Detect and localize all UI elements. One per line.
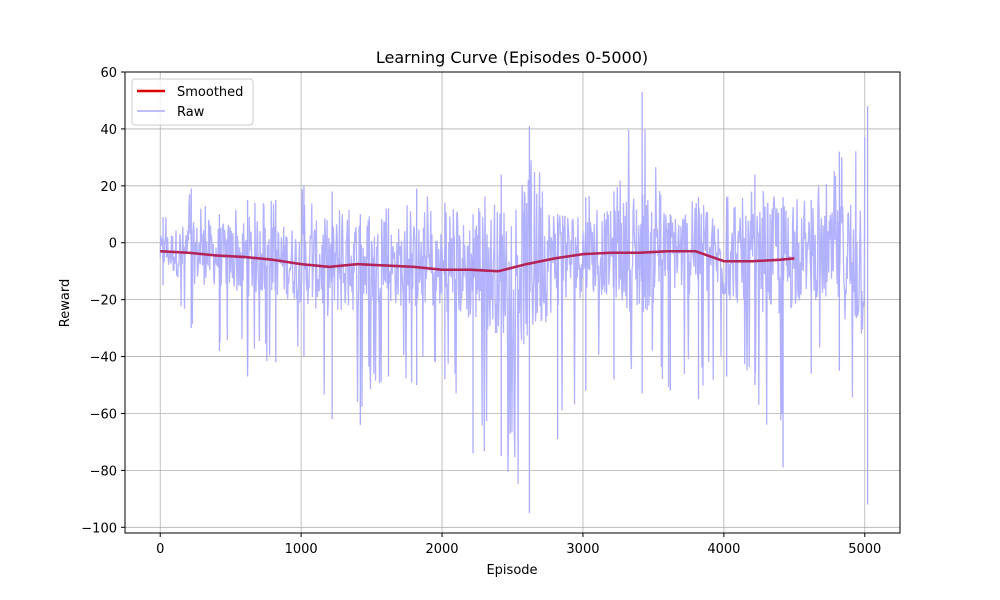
smoothed-series: [160, 250, 795, 273]
x-axis-ticks: 0 1000 2000 3000 4000 5000: [156, 533, 881, 557]
y-tick-label: 20: [100, 180, 117, 195]
y-tick-label: 40: [100, 123, 117, 138]
x-axis-title: Episode: [486, 563, 537, 578]
raw-line: [159, 128, 866, 484]
smoothed-line-overlay: [160, 250, 795, 273]
y-tick-label: −40: [90, 351, 117, 366]
y-tick-label: −20: [90, 294, 117, 309]
x-tick-label: 1000: [285, 542, 318, 557]
x-tick-label: 2000: [425, 542, 458, 557]
smoothed-line: [160, 250, 795, 273]
x-tick-label: 0: [156, 542, 164, 557]
legend-smoothed-label: Smoothed: [177, 85, 243, 100]
y-tick-label: 0: [109, 237, 117, 252]
y-axis-ticks: −100 −80 −60 −40 −20 0 20 40 60: [81, 66, 125, 536]
y-tick-label: −80: [90, 464, 117, 479]
raw-series: [159, 91, 869, 514]
plot-area-frame: [124, 71, 901, 534]
legend-raw-label: Raw: [177, 105, 205, 120]
x-tick-label: 5000: [848, 542, 881, 557]
y-tick-label: −60: [90, 407, 117, 422]
y-tick-label: −100: [81, 521, 117, 536]
legend: Smoothed Raw: [131, 78, 254, 126]
x-tick-label: 3000: [566, 542, 599, 557]
chart-title: Learning Curve (Episodes 0-5000): [376, 48, 648, 67]
x-tick-label: 4000: [707, 542, 740, 557]
y-tick-label: 60: [100, 66, 117, 81]
y-axis-title: Reward: [58, 279, 73, 327]
